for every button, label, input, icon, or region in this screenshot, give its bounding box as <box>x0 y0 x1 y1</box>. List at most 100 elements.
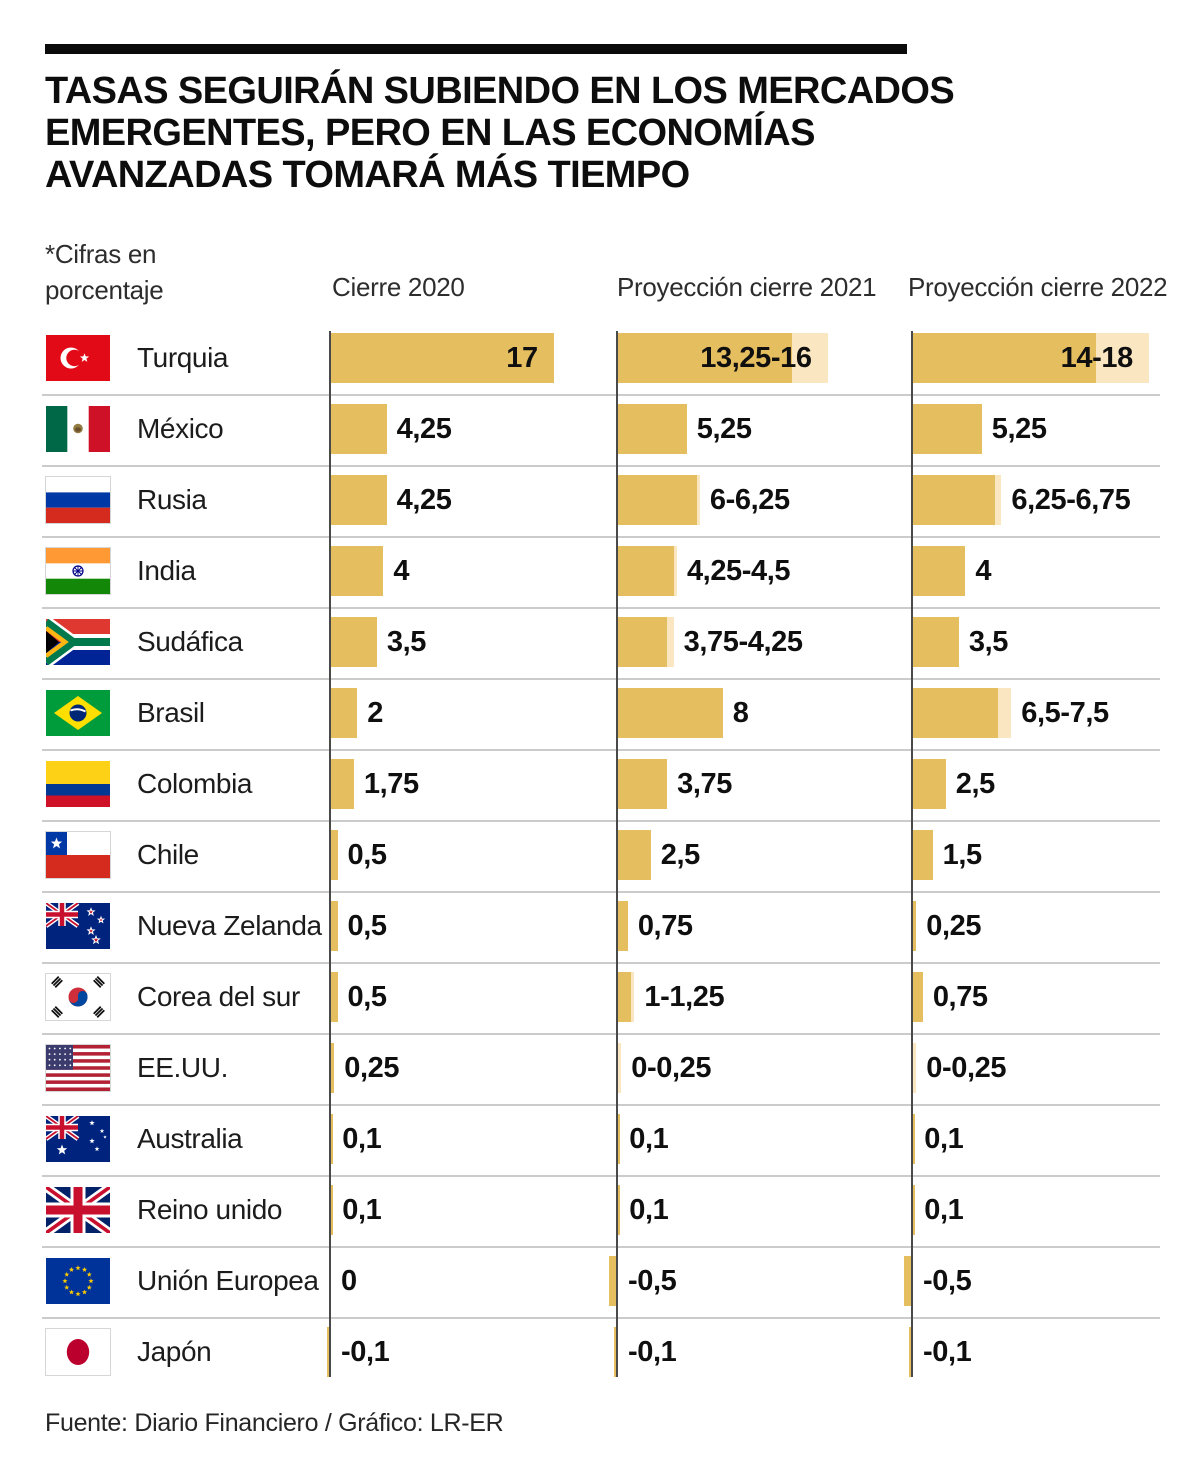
column-header-proyeccion-2022: Proyección cierre 2022 <box>908 272 1168 302</box>
value-label-usa-col1: 0-0,25 <box>631 1051 712 1084</box>
value-label-newzealand-col0: 0,5 <box>347 909 388 942</box>
value-label-chile-col2: 1,5 <box>942 838 983 871</box>
value-label-india-col1: 4,25-4,5 <box>686 554 791 587</box>
title-rule <box>45 44 907 54</box>
bar-japan-col0 <box>327 1327 329 1377</box>
bar-brazil-col1 <box>618 688 723 738</box>
bar-southafrica-col1 <box>618 617 668 667</box>
value-label-turkey-col0: 17 <box>506 341 538 374</box>
value-label-southafrica-col1: 3,75-4,25 <box>683 625 803 658</box>
country-label-usa: EE.UU. <box>137 1052 228 1083</box>
bar-india-col1 <box>618 546 674 596</box>
bar-range-russia-col2 <box>994 475 1002 525</box>
units-note: *Cifras en porcentaje <box>45 239 164 305</box>
bar-mexico-col1 <box>618 404 687 454</box>
value-label-uk-col0: 0,1 <box>342 1193 382 1226</box>
russia-flag-icon <box>45 476 111 524</box>
value-label-india-col2: 4 <box>975 554 992 587</box>
value-label-mexico-col1: 5,25 <box>696 412 752 445</box>
bar-colombia-col1 <box>618 759 668 809</box>
value-label-india-col0: 4 <box>393 554 410 587</box>
value-label-southafrica-col0: 3,5 <box>386 625 427 658</box>
value-label-japan-col0: -0,1 <box>341 1335 390 1368</box>
country-label-brazil: Brasil <box>137 697 205 728</box>
column-header-proyeccion-2021: Proyección cierre 2021 <box>617 272 877 302</box>
row-divider <box>42 1175 1160 1177</box>
row-divider <box>42 465 1160 467</box>
southafrica-flag-icon <box>46 619 110 665</box>
bar-southafrica-col0 <box>331 617 377 667</box>
row-divider <box>42 394 1160 396</box>
bar-turkey-col2 <box>913 333 1097 383</box>
row-divider <box>42 1317 1160 1319</box>
value-label-colombia-col0: 1,75 <box>363 767 419 800</box>
bar-newzealand-col0 <box>331 901 338 951</box>
axis-baseline-2022 <box>911 331 913 1377</box>
bar-eu-col2 <box>904 1256 911 1306</box>
bar-india-col0 <box>331 546 384 596</box>
bar-newzealand-col2 <box>913 901 917 951</box>
country-label-newzealand: Nueva Zelanda <box>137 910 322 941</box>
bar-russia-col1 <box>618 475 697 525</box>
country-label-southkorea: Corea del sur <box>137 981 300 1012</box>
bar-australia-col1 <box>618 1114 620 1164</box>
value-label-mexico-col2: 5,25 <box>991 412 1047 445</box>
value-label-southkorea-col2: 0,75 <box>932 980 988 1013</box>
bar-southkorea-col0 <box>331 972 338 1022</box>
bar-chile-col0 <box>331 830 338 880</box>
bar-russia-col2 <box>913 475 995 525</box>
bar-newzealand-col1 <box>618 901 628 951</box>
country-label-chile: Chile <box>137 839 199 870</box>
bar-russia-col0 <box>331 475 387 525</box>
bar-southafrica-col2 <box>913 617 959 667</box>
value-label-turkey-col1: 13,25-16 <box>700 341 812 374</box>
bar-mexico-col2 <box>913 404 982 454</box>
value-label-australia-col1: 0,1 <box>629 1122 669 1155</box>
bar-japan-col2 <box>909 1327 911 1377</box>
country-label-southafrica: Sudáfica <box>137 626 243 657</box>
bar-colombia-col0 <box>331 759 354 809</box>
bar-southkorea-col2 <box>913 972 923 1022</box>
value-label-eu-col2: -0,5 <box>923 1264 972 1297</box>
southkorea-flag-icon <box>45 973 111 1021</box>
value-label-southkorea-col0: 0,5 <box>347 980 388 1013</box>
value-label-japan-col1: -0,1 <box>628 1335 677 1368</box>
uk-flag-icon <box>46 1187 110 1233</box>
bar-eu-col1 <box>609 1256 616 1306</box>
bar-southkorea-col1 <box>618 972 632 1022</box>
bar-mexico-col0 <box>331 404 387 454</box>
row-divider <box>42 607 1160 609</box>
country-label-india: India <box>137 555 196 586</box>
value-label-australia-col0: 0,1 <box>342 1122 382 1155</box>
axis-baseline-2020 <box>329 331 331 1377</box>
row-divider <box>42 891 1160 893</box>
value-label-usa-col2: 0-0,25 <box>926 1051 1007 1084</box>
value-label-chile-col1: 2,5 <box>660 838 701 871</box>
japan-flag-icon <box>45 1328 111 1376</box>
value-label-uk-col2: 0,1 <box>924 1193 964 1226</box>
row-divider <box>42 962 1160 964</box>
value-label-colombia-col1: 3,75 <box>677 767 732 800</box>
bar-range-turkey-col2 <box>1096 333 1149 383</box>
value-label-southkorea-col1: 1-1,25 <box>644 980 725 1013</box>
bar-turkey-col1 <box>618 333 792 383</box>
bar-uk-col1 <box>618 1185 620 1235</box>
newzealand-flag-icon <box>46 903 110 949</box>
country-label-japan: Japón <box>137 1336 212 1367</box>
australia-flag-icon <box>46 1116 110 1162</box>
row-divider <box>42 536 1160 538</box>
row-divider <box>42 820 1160 822</box>
country-label-uk: Reino unido <box>137 1194 283 1225</box>
value-label-mexico-col0: 4,25 <box>396 412 452 445</box>
row-divider <box>42 678 1160 680</box>
value-label-newzealand-col2: 0,25 <box>926 909 982 942</box>
eu-flag-icon <box>46 1258 110 1304</box>
value-label-russia-col0: 4,25 <box>396 483 452 516</box>
value-label-brazil-col0: 2 <box>367 696 383 729</box>
bar-uk-col2 <box>913 1185 915 1235</box>
bar-range-turkey-col1 <box>791 333 828 383</box>
bar-chile-col1 <box>618 830 651 880</box>
bar-range-southafrica-col1 <box>667 617 674 667</box>
bar-range-russia-col1 <box>696 475 700 525</box>
